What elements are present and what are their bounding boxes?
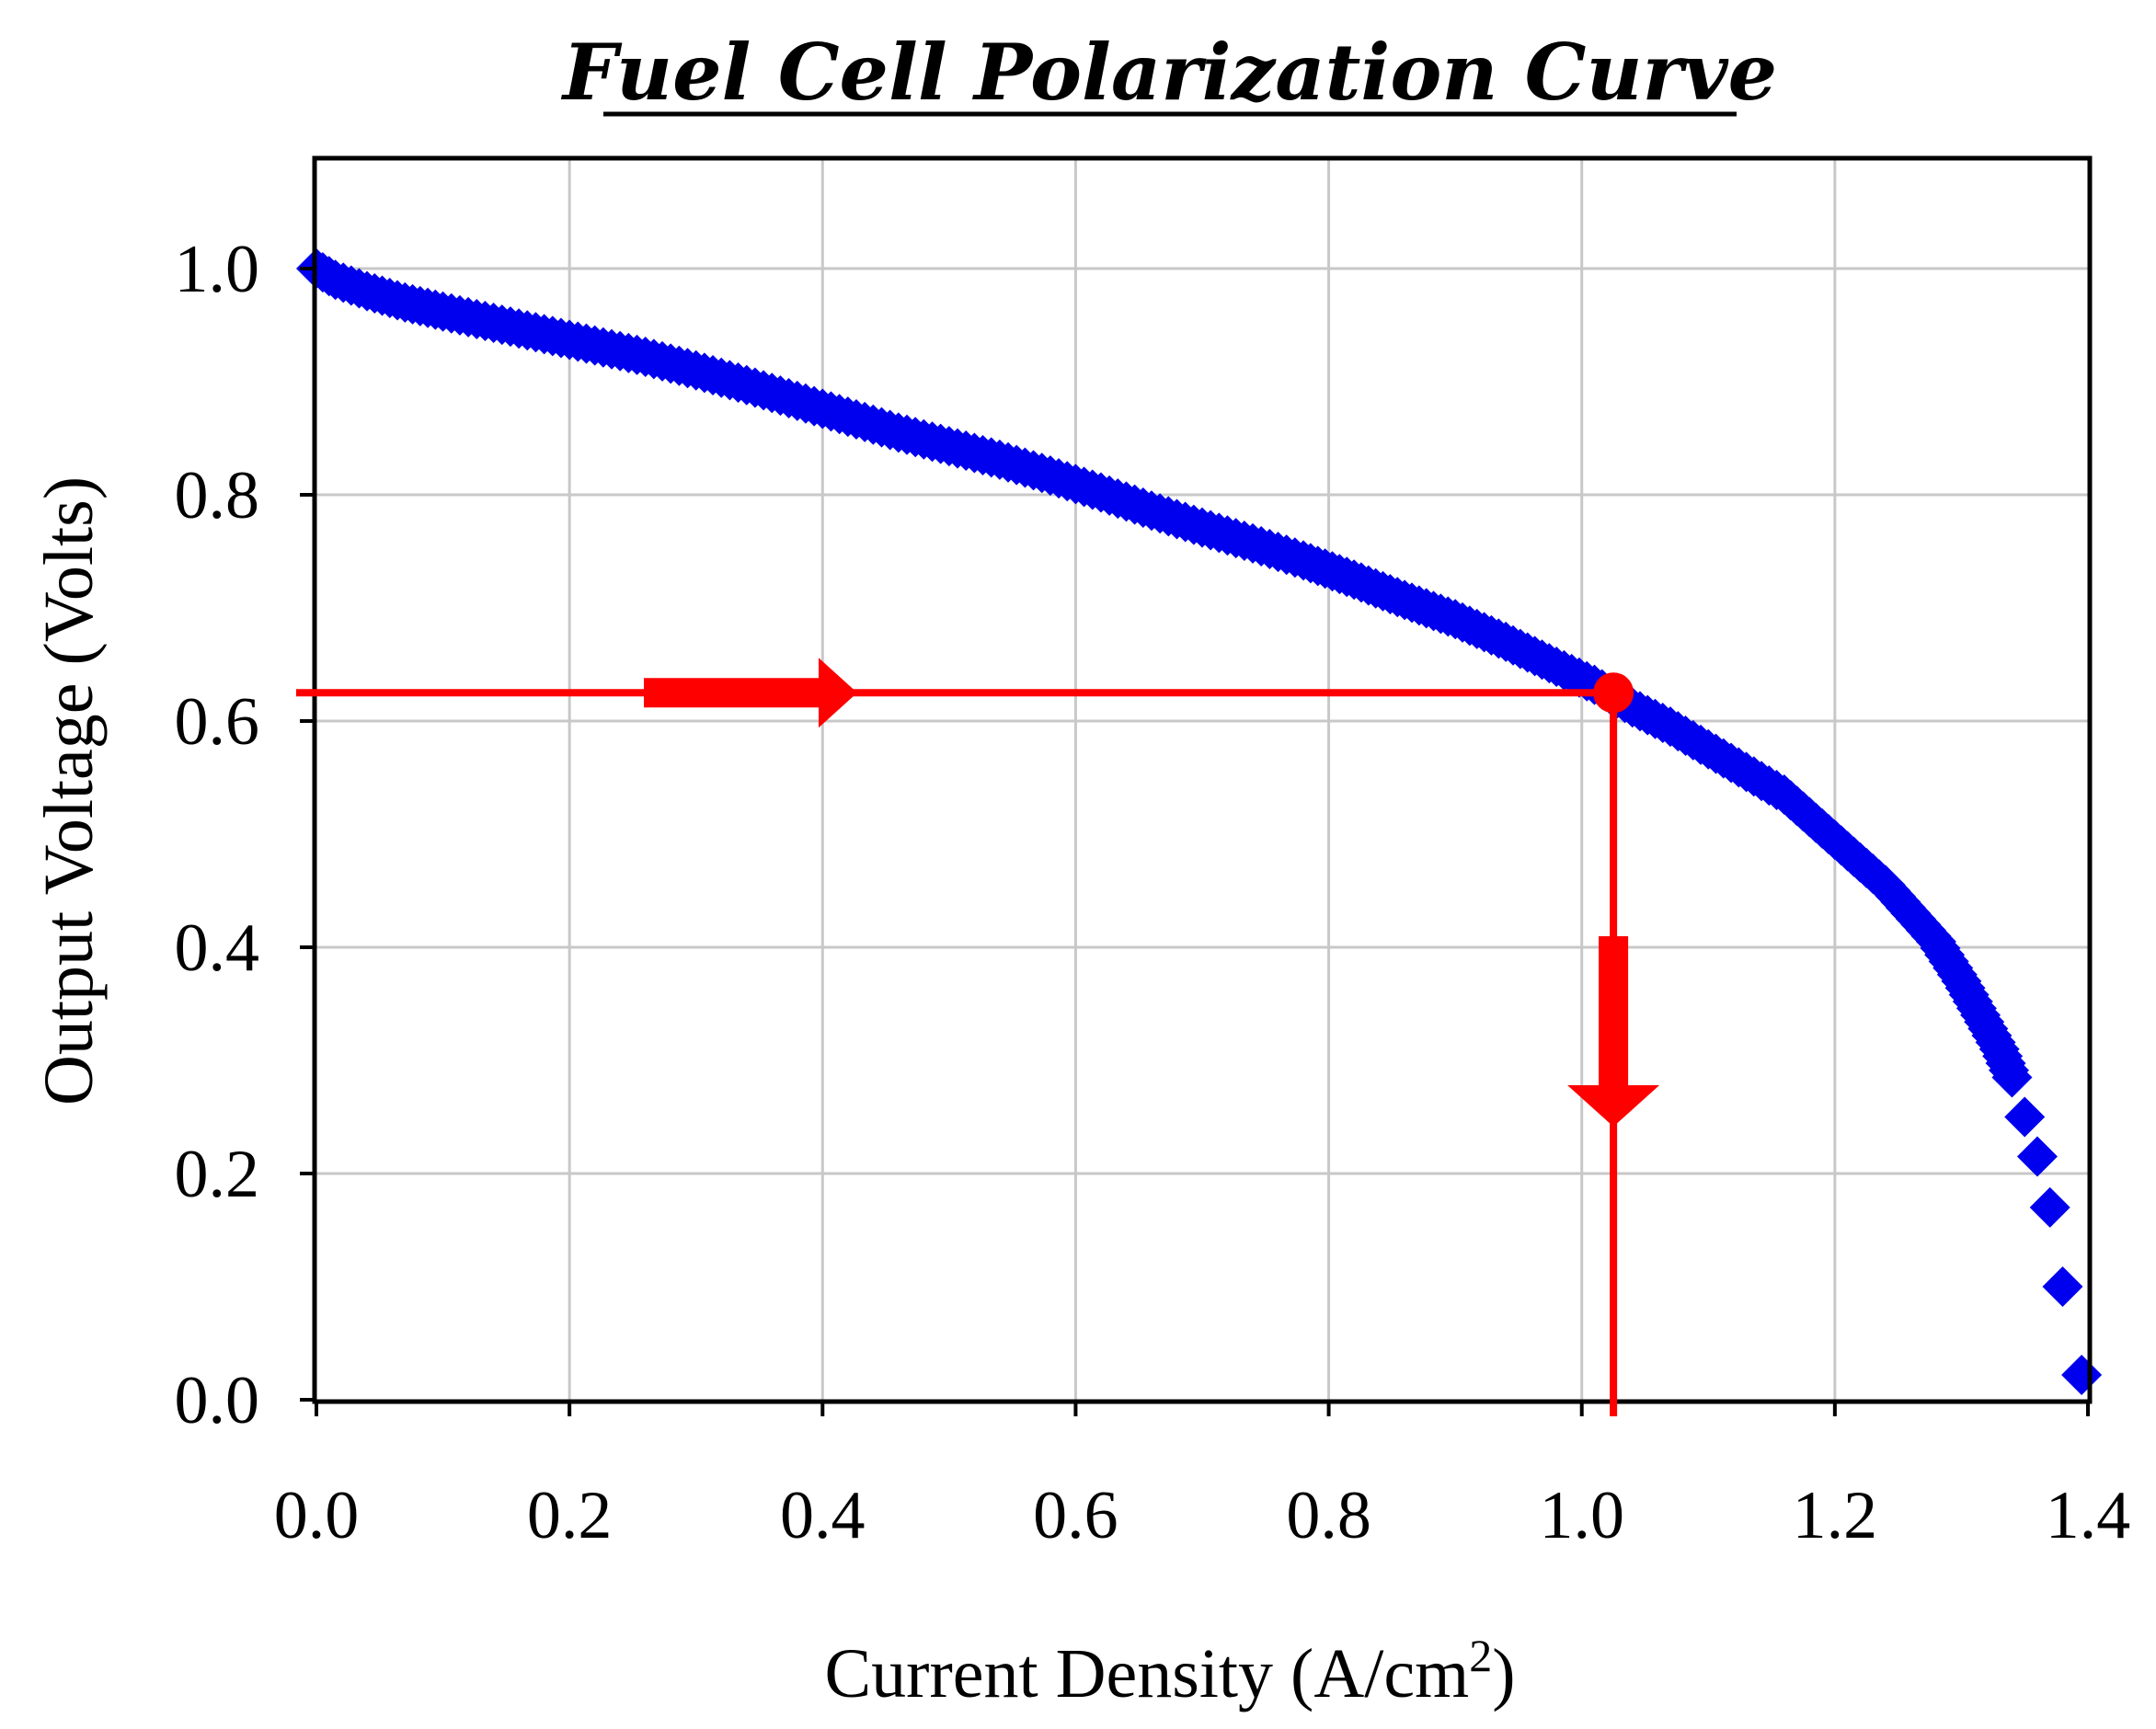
x-tick-labels: 0.0 0.2 0.4 0.6 0.8 1.0 1.2 1.4 bbox=[274, 1478, 2131, 1553]
y-tick-label: 0.6 bbox=[175, 684, 260, 760]
operating-point-annotation bbox=[296, 658, 1660, 1416]
y-tick-label: 0.8 bbox=[175, 458, 260, 533]
x-tick-label: 0.4 bbox=[780, 1478, 866, 1553]
data-point bbox=[2004, 1096, 2046, 1138]
y-axis-label: Output Voltage (Volts) bbox=[30, 476, 108, 1105]
data-point bbox=[2029, 1186, 2070, 1228]
data-point bbox=[2061, 1354, 2103, 1395]
data-point bbox=[1991, 1057, 2033, 1098]
x-tick-label: 0.0 bbox=[274, 1478, 360, 1553]
y-tick-label: 0.4 bbox=[175, 910, 260, 986]
operating-point-marker bbox=[1593, 672, 1634, 714]
x-tick-label: 0.2 bbox=[527, 1478, 613, 1553]
data-point bbox=[2042, 1266, 2083, 1307]
horizontal-arrow-shaft bbox=[644, 678, 828, 708]
chart-title: Fuel Cell Polarization Curve bbox=[561, 27, 1777, 118]
x-tick-label: 1.4 bbox=[2046, 1478, 2131, 1553]
y-tick-label: 0.2 bbox=[175, 1137, 260, 1212]
x-tick-label: 0.8 bbox=[1286, 1478, 1371, 1553]
y-tick-labels: 0.0 0.2 0.4 0.6 0.8 1.0 bbox=[175, 232, 260, 1438]
x-tick-marks bbox=[315, 1402, 2090, 1416]
x-tick-label: 1.0 bbox=[1539, 1478, 1624, 1553]
x-tick-label: 1.2 bbox=[1793, 1478, 1878, 1553]
y-tick-marks bbox=[300, 267, 315, 1402]
x-axis-label-end: ) bbox=[1492, 1635, 1515, 1712]
grid-lines bbox=[315, 158, 2090, 1402]
x-axis-label: Current Density (A/cm2) bbox=[824, 1630, 1515, 1712]
y-tick-label: 0.0 bbox=[175, 1363, 260, 1438]
data-point bbox=[2016, 1136, 2058, 1177]
vertical-arrow-shaft bbox=[1599, 936, 1629, 1091]
y-tick-label: 1.0 bbox=[175, 232, 260, 307]
x-axis-label-text: Current Density (A/cm bbox=[824, 1635, 1469, 1712]
down-arrow-head bbox=[1567, 1085, 1660, 1127]
x-axis-label-superscript: 2 bbox=[1469, 1630, 1492, 1681]
x-tick-label: 0.6 bbox=[1033, 1478, 1118, 1553]
right-arrow-head bbox=[819, 658, 857, 728]
plot-frame bbox=[312, 155, 2093, 1404]
data-points bbox=[296, 248, 2103, 1395]
